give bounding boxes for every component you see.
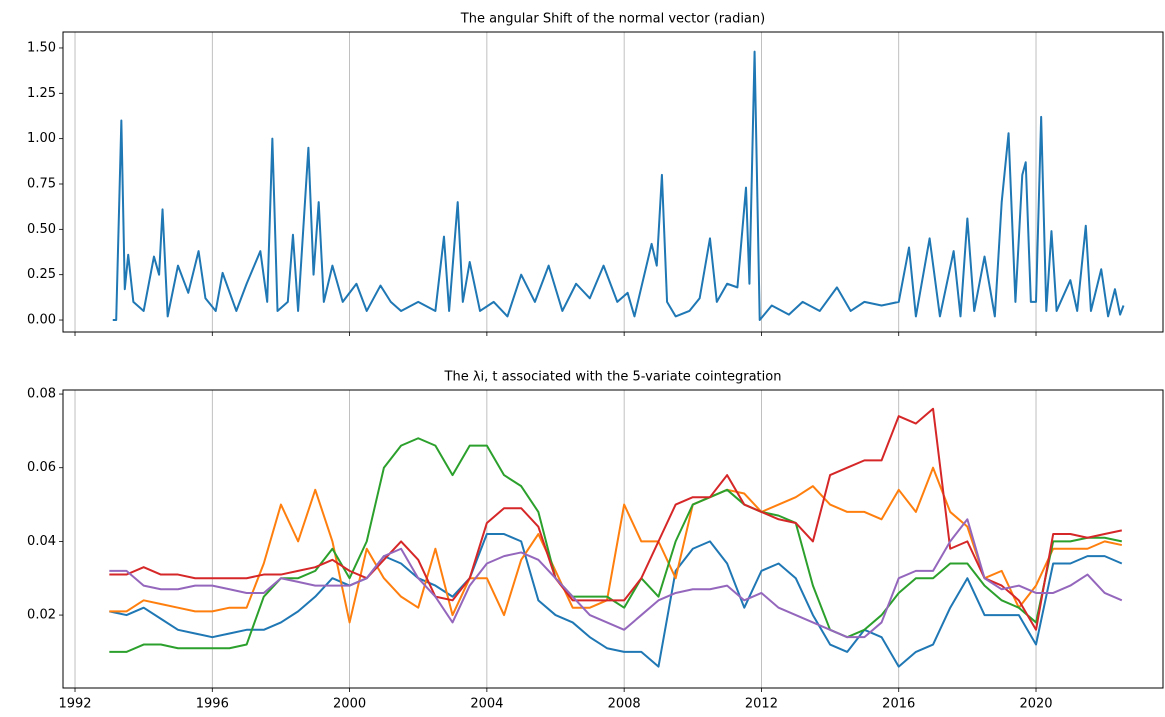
y-tick-label: 0.50 <box>27 222 56 237</box>
data-line <box>109 518 1123 639</box>
y-tick-label: 0.25 <box>27 267 56 282</box>
x-tick-label: 2008 <box>608 697 641 712</box>
y-tick-label: 1.50 <box>27 40 56 55</box>
x-tick-label: 2000 <box>333 697 366 712</box>
x-tick-label: 1996 <box>196 697 229 712</box>
data-line <box>109 533 1123 668</box>
x-tick-label: 2012 <box>745 697 778 712</box>
data-line <box>109 466 1123 624</box>
y-tick-label: 0.75 <box>27 176 56 191</box>
x-tick-label: 2016 <box>882 697 915 712</box>
axes-frame <box>62 31 1164 333</box>
x-tick-label: 2004 <box>470 697 503 712</box>
y-tick-label: 0.06 <box>27 460 56 475</box>
x-tick-label: 2020 <box>1019 697 1052 712</box>
data-line <box>112 50 1125 322</box>
y-tick-label: 0.04 <box>27 534 56 549</box>
y-tick-label: 0.02 <box>27 608 56 623</box>
x-tick-label: 1992 <box>58 697 91 712</box>
chart-title: The angular Shift of the normal vector (… <box>460 12 765 27</box>
y-tick-label: 1.25 <box>27 86 56 101</box>
y-tick-label: 1.00 <box>27 131 56 146</box>
data-line <box>109 407 1123 631</box>
y-tick-label: 0.08 <box>27 387 56 402</box>
chart-title: The λi, t associated with the 5-variate … <box>444 370 782 385</box>
axes-frame <box>62 389 1164 689</box>
y-tick-label: 0.00 <box>27 313 56 328</box>
